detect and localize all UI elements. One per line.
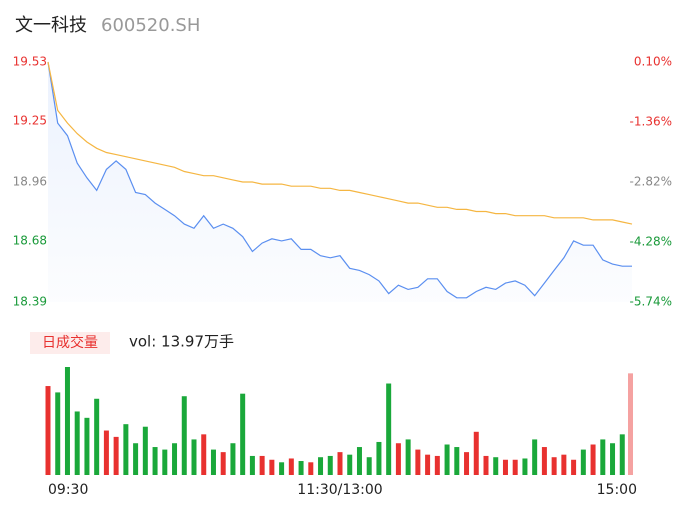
volume-bar — [395, 443, 401, 475]
volume-bar — [347, 454, 353, 475]
volume-bar — [308, 462, 314, 475]
volume-bar — [94, 398, 100, 475]
volume-bar — [103, 430, 109, 475]
volume-bar — [259, 455, 265, 475]
volume-bar — [162, 449, 168, 475]
volume-bar — [201, 434, 207, 475]
volume-bar — [74, 411, 80, 475]
volume-bar — [230, 443, 236, 475]
volume-bar — [298, 461, 304, 475]
y-tick-label: 18.96 — [13, 175, 47, 189]
y2-tick-label: 0.10% — [634, 55, 672, 69]
volume-bar — [473, 431, 479, 475]
volume-bar — [288, 458, 294, 475]
volume-bar — [142, 426, 148, 475]
volume-bar — [600, 439, 606, 475]
volume-bar — [619, 434, 625, 475]
volume-bar — [123, 424, 129, 475]
x-tick-label: 09:30 — [48, 482, 88, 498]
volume-bar — [376, 441, 382, 475]
y-tick-label: 18.39 — [13, 295, 47, 309]
volume-text: vol: 13.97万手 — [129, 333, 234, 351]
y-tick-label: 19.25 — [13, 113, 47, 127]
volume-bar — [561, 454, 567, 475]
y-tick-label: 18.68 — [13, 233, 47, 247]
volume-bar — [493, 457, 499, 475]
volume-bar — [512, 459, 518, 475]
average-line — [47, 61, 633, 225]
volume-bar — [483, 455, 489, 475]
volume-bar — [181, 396, 187, 475]
volume-bar — [356, 447, 362, 475]
volume-bar — [133, 443, 139, 475]
y2-tick-label: -4.28% — [630, 235, 672, 249]
volume-bar — [541, 447, 547, 475]
volume-bar — [502, 459, 508, 475]
volume-bar — [172, 443, 178, 475]
y-tick-label: 19.53 — [13, 55, 47, 69]
x-tick-label: 15:00 — [597, 482, 637, 498]
stock-name: 文一科技 — [15, 15, 87, 36]
volume-bar — [386, 383, 392, 475]
volume-bar — [113, 436, 119, 475]
price-line — [47, 61, 632, 299]
volume-bar — [610, 443, 616, 475]
y2-tick-label: -1.36% — [630, 115, 672, 129]
volume-label-bg — [30, 332, 110, 354]
volume-bar — [366, 457, 372, 475]
volume-bar — [590, 444, 596, 475]
volume-bar — [84, 417, 90, 475]
volume-bar — [55, 392, 61, 475]
volume-bar — [45, 386, 51, 475]
volume-bar — [454, 447, 460, 475]
volume-bar — [571, 459, 577, 475]
volume-bar — [551, 457, 557, 475]
volume-bar — [580, 449, 586, 475]
stock-code: 600520.SH — [101, 15, 200, 36]
y2-tick-label: -5.74% — [630, 295, 672, 309]
volume-bar — [240, 393, 246, 475]
volume-bar — [152, 447, 158, 475]
volume-bar — [444, 444, 450, 475]
price-area — [48, 62, 632, 302]
volume-bar — [249, 455, 255, 475]
volume-bar — [405, 439, 411, 475]
volume-label: 日成交量 — [42, 334, 98, 351]
volume-bar — [318, 457, 324, 475]
volume-bar — [434, 455, 440, 475]
volume-bar — [220, 452, 226, 475]
x-tick-label: 11:30/13:00 — [297, 482, 382, 498]
volume-bar — [532, 439, 538, 475]
volume-bar — [210, 449, 216, 475]
volume-bar — [327, 455, 333, 475]
volume-bar — [464, 452, 470, 475]
volume-bar — [425, 454, 431, 475]
volume-bar — [64, 367, 70, 475]
volume-bar — [279, 462, 285, 475]
volume-bar — [628, 373, 633, 475]
y2-tick-label: -2.82% — [630, 175, 672, 189]
volume-bar — [522, 458, 528, 475]
volume-bar — [415, 449, 421, 475]
volume-bar — [269, 459, 275, 475]
volume-bar — [337, 452, 343, 475]
volume-bar — [191, 439, 197, 475]
